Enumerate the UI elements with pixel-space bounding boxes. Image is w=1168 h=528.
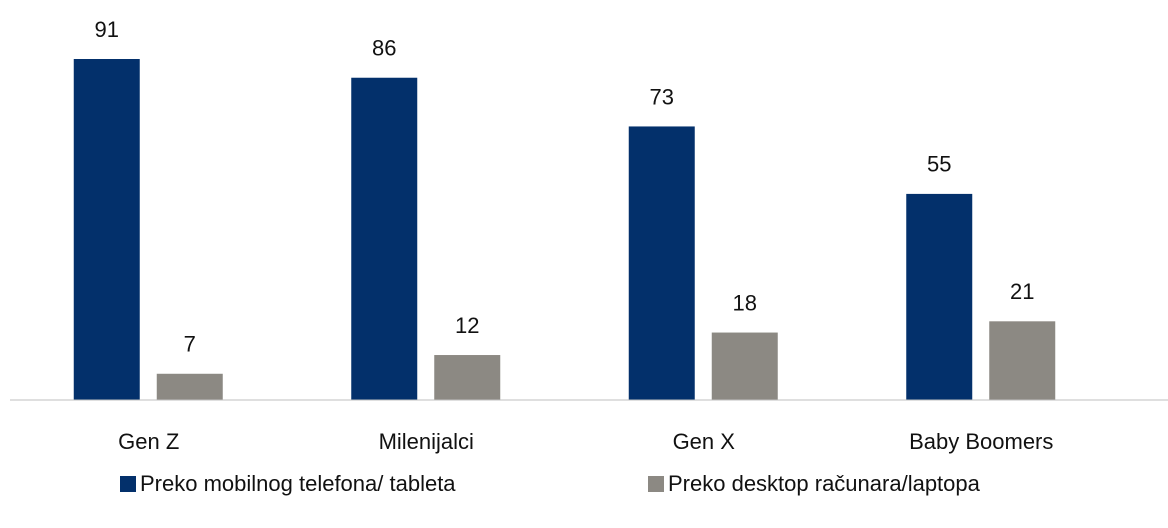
data-label: 91 [95,17,119,42]
data-label: 55 [927,152,951,177]
bar [628,126,695,400]
legend-swatch [120,476,136,492]
data-label: 21 [1010,279,1034,304]
bar [434,355,501,400]
data-label: 73 [650,84,674,109]
bar [711,332,778,400]
legend-label: Preko desktop računara/laptopa [668,471,981,496]
bar [906,193,973,400]
bar [73,59,140,400]
bar [156,373,223,400]
x-tick-label: Gen X [673,429,736,454]
legend-label: Preko mobilnog telefona/ tableta [140,471,456,496]
x-tick-label: Gen Z [118,429,179,454]
legend-swatch [648,476,664,492]
data-label: 12 [455,313,479,338]
bar [351,77,418,400]
data-label: 86 [372,36,396,61]
data-label: 7 [184,332,196,357]
x-tick-label: Milenijalci [379,429,474,454]
bar [989,321,1056,400]
data-label: 18 [733,290,757,315]
x-tick-label: Baby Boomers [909,429,1053,454]
